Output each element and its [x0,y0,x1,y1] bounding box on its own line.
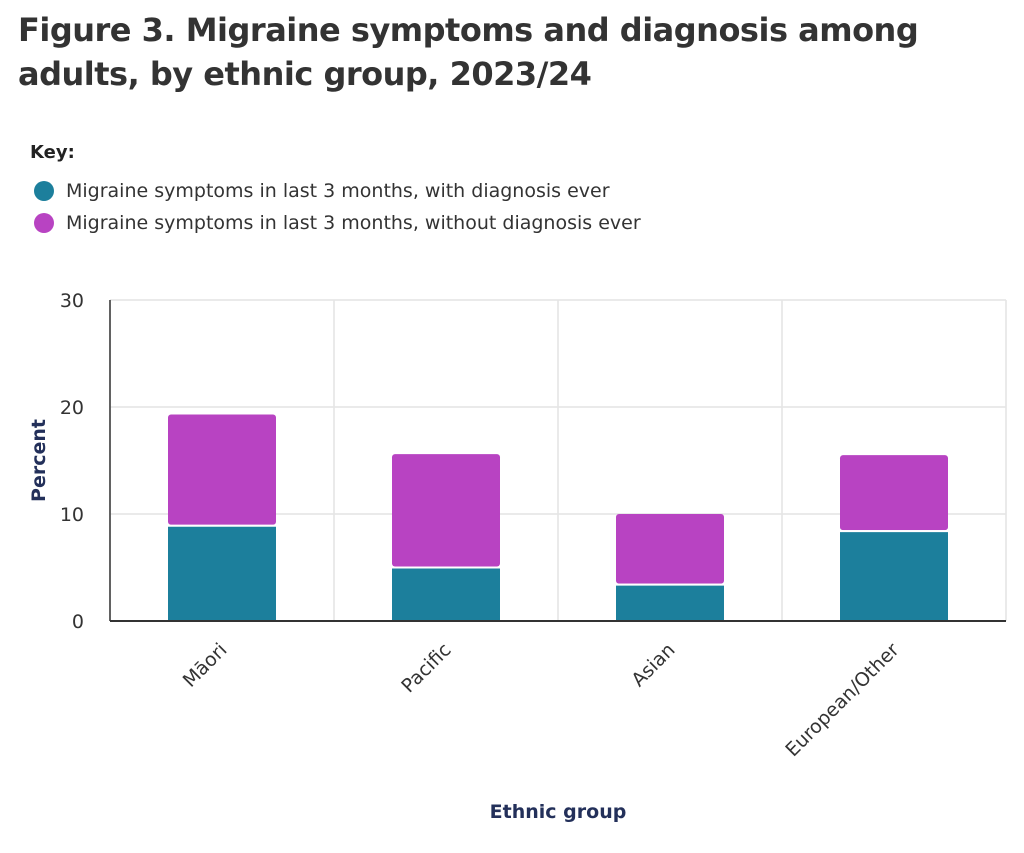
legend-swatch [34,213,54,233]
bar-segment [616,514,724,584]
legend-item-without-diagnosis: Migraine symptoms in last 3 months, with… [34,212,641,234]
x-tick-label: Pacific [397,639,455,697]
bar-segment [392,567,500,621]
y-tick-label: 10 [60,504,84,526]
x-tick-label: European/Other [781,639,903,761]
bar-segment [840,531,948,621]
y-axis-label: Percent [28,419,50,502]
legend-label: Migraine symptoms in last 3 months, with… [66,180,610,202]
bar-segment [392,454,500,567]
legend-label: Migraine symptoms in last 3 months, with… [66,212,641,234]
x-tick-label: Asian [627,639,679,691]
chart-title: Figure 3. Migraine symptoms and diagnosi… [18,11,919,93]
y-tick-label: 0 [72,611,84,633]
y-tick-label: 20 [60,397,84,419]
bar-segment [616,584,724,621]
bar-segment [840,455,948,531]
bar-segment [168,414,276,525]
legend-title: Key: [30,142,75,163]
x-axis-label: Ethnic group [490,801,627,823]
legend-item-with-diagnosis: Migraine symptoms in last 3 months, with… [34,180,610,202]
legend-swatch [34,181,54,201]
x-tick-label: Māori [179,639,232,692]
y-tick-label: 30 [60,290,84,312]
bar-segment [168,525,276,621]
